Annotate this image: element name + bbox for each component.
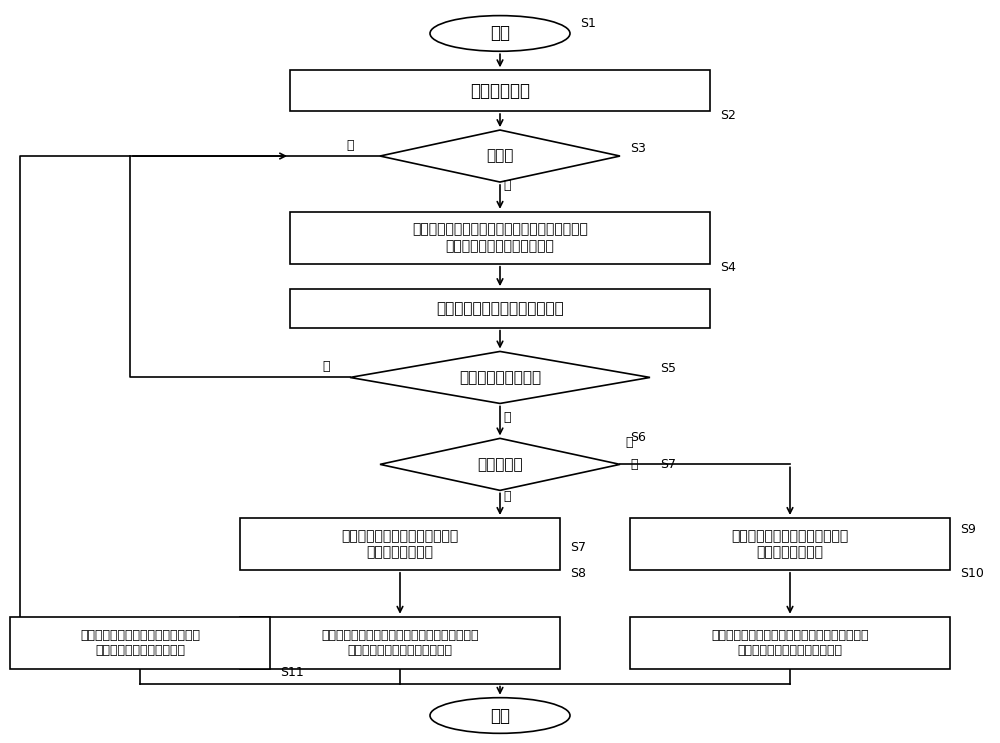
Text: 上拉行为？: 上拉行为？ xyxy=(477,457,523,472)
Text: S7: S7 xyxy=(570,542,586,554)
Polygon shape xyxy=(380,438,620,490)
Text: 是: 是 xyxy=(322,360,330,373)
Text: 否: 否 xyxy=(630,458,638,471)
FancyBboxPatch shape xyxy=(10,617,270,669)
Text: 否: 否 xyxy=(625,436,633,449)
Text: S1: S1 xyxy=(580,18,596,30)
FancyBboxPatch shape xyxy=(290,289,710,328)
Text: S3: S3 xyxy=(630,143,646,155)
Text: 利用随机抽样方法确定上拉幅度作为当前遮阳位
置，并输入至建筑能耗模拟软件: 利用随机抽样方法确定上拉幅度作为当前遮阳位 置，并输入至建筑能耗模拟软件 xyxy=(321,629,479,657)
Text: S9: S9 xyxy=(960,523,976,536)
Text: 否: 否 xyxy=(503,411,511,424)
Text: 开始: 开始 xyxy=(490,707,510,724)
Text: S11: S11 xyxy=(280,666,304,679)
Text: S5: S5 xyxy=(660,362,676,374)
FancyBboxPatch shape xyxy=(290,70,710,111)
Text: 遮阳行为为无行为？: 遮阳行为为无行为？ xyxy=(459,370,541,385)
Text: 获取计算结果: 获取计算结果 xyxy=(470,82,530,100)
Text: 利用第三遮阳行为预测模型计算
多个下拉幅度概率: 利用第三遮阳行为预测模型计算 多个下拉幅度概率 xyxy=(731,529,849,559)
FancyBboxPatch shape xyxy=(240,518,560,570)
Polygon shape xyxy=(380,130,620,182)
Text: S7: S7 xyxy=(660,458,676,471)
Ellipse shape xyxy=(430,16,570,51)
Text: 有人？: 有人？ xyxy=(486,149,514,163)
Text: 利用随机抽样方法确定遮阳行为: 利用随机抽样方法确定遮阳行为 xyxy=(436,301,564,316)
Text: 开始: 开始 xyxy=(490,25,510,42)
Text: S8: S8 xyxy=(570,568,586,580)
Text: S4: S4 xyxy=(720,262,736,274)
Text: S10: S10 xyxy=(960,568,984,580)
Text: 利用第二遮阳行为预测模型计算
多个上拉幅度概率: 利用第二遮阳行为预测模型计算 多个上拉幅度概率 xyxy=(341,529,459,559)
Text: 将遮阳位置不变作为当前遮阳位置，
并输入至建筑能耗模拟软件: 将遮阳位置不变作为当前遮阳位置， 并输入至建筑能耗模拟软件 xyxy=(80,629,200,657)
Text: S2: S2 xyxy=(720,108,736,122)
Text: 是: 是 xyxy=(503,490,511,504)
Text: 是: 是 xyxy=(503,180,511,192)
FancyBboxPatch shape xyxy=(290,212,710,264)
FancyBboxPatch shape xyxy=(240,617,560,669)
Text: 利用第一遮阳行为预测模型计算上拉行为概率、
下拉行为概率以及无行为概率: 利用第一遮阳行为预测模型计算上拉行为概率、 下拉行为概率以及无行为概率 xyxy=(412,223,588,253)
Polygon shape xyxy=(350,351,650,403)
FancyBboxPatch shape xyxy=(630,518,950,570)
FancyBboxPatch shape xyxy=(630,617,950,669)
Text: S6: S6 xyxy=(630,431,646,444)
Text: 利用随机抽样方法确定下拉幅度作为当前遮阳位
置，并输入至建筑能耗模拟软件: 利用随机抽样方法确定下拉幅度作为当前遮阳位 置，并输入至建筑能耗模拟软件 xyxy=(711,629,869,657)
Text: 否: 否 xyxy=(346,139,354,152)
Ellipse shape xyxy=(430,698,570,733)
